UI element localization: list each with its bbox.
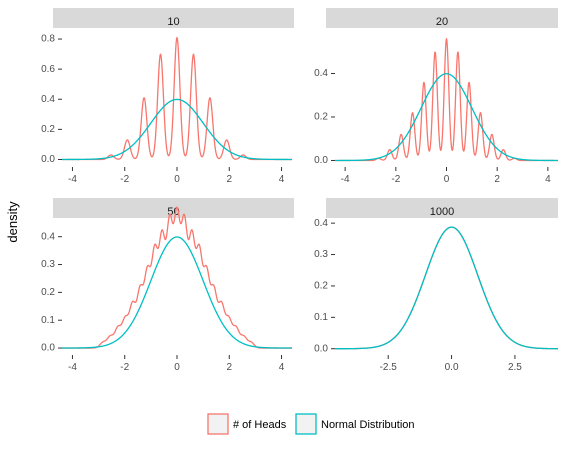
panel-10: 10 0.0 0.2 0.4 0.6 0.8 -4 -2 0 2 4	[41, 8, 294, 185]
panel-1000-ytick-label: 0.1	[314, 312, 328, 323]
panel-1000-title: 1000	[430, 206, 454, 218]
panel-20-strip	[326, 8, 558, 28]
panel-50-heads-line	[61, 206, 293, 349]
panel-10-heads-line	[61, 36, 293, 161]
panel-10-xtick-label: -4	[68, 174, 77, 185]
panel-20-title: 20	[436, 16, 448, 28]
legend-label-heads: # of Heads	[233, 419, 287, 431]
legend-label-normal: Normal Distribution	[321, 419, 415, 431]
panel-20-xtick-label: 0	[444, 174, 450, 185]
panel-20-ytick-label: 0.4	[314, 68, 328, 79]
panel-50-ytick-label: 0.4	[41, 231, 55, 242]
legend: # of Heads Normal Distribution	[207, 413, 415, 435]
panel-50-strip	[53, 198, 294, 218]
panel-50-ytick-label: 0.3	[41, 259, 55, 270]
panel-1000: 1000 0.0 0.1 0.2 0.3 0.4 -2.5 0.0 2.5	[314, 198, 559, 373]
panel-10-strip	[53, 8, 294, 28]
panel-20-normal-line	[334, 73, 559, 162]
panel-50-xtick-label: -4	[68, 362, 77, 373]
legend-key-heads	[207, 413, 229, 435]
panel-20-xtick-label: -4	[341, 174, 350, 185]
panel-10-ytick-label: 0.6	[41, 64, 55, 75]
panel-1000-strip	[326, 198, 558, 218]
panel-1000-normal-line	[334, 226, 559, 350]
panel-10-xtick-label: 2	[226, 174, 232, 185]
panel-50-xtick-label: 2	[226, 362, 232, 373]
panel-10-ytick-label: 0.8	[41, 34, 55, 45]
panel-10-xtick-label: 0	[174, 174, 180, 185]
panel-20-xtick-label: -2	[391, 174, 400, 185]
panel-10-ytick-label: 0.0	[41, 154, 55, 165]
panel-10-xtick-label: -2	[120, 174, 129, 185]
panel-20-xtick-label: 2	[494, 174, 500, 185]
panel-50-xtick-label: 4	[279, 362, 285, 373]
y-axis-title: density	[5, 201, 20, 243]
panel-1000-ytick-label: 0.2	[314, 281, 328, 292]
panel-10-ytick-label: 0.4	[41, 94, 55, 105]
panel-10-normal-line	[61, 98, 293, 161]
panel-1000-xtick-label: 2.5	[508, 362, 522, 373]
panel-20-ytick-label: 0.2	[314, 112, 328, 123]
panel-1000-heads-line	[334, 226, 559, 350]
panel-50-normal-line	[61, 236, 293, 349]
panel-1000-xtick-label: -2.5	[380, 362, 398, 373]
panel-1000-ytick-label: 0.3	[314, 249, 328, 260]
panel-1000-ytick-label: 0.0	[314, 343, 328, 354]
panel-10-title: 10	[167, 16, 179, 28]
panel-1000-ytick-label: 0.4	[314, 218, 328, 229]
panel-50-ytick-label: 0.1	[41, 315, 55, 326]
panel-50-ytick-label: 0.0	[41, 343, 55, 354]
panel-50-ytick-label: 0.2	[41, 287, 55, 298]
panel-20-heads-line	[334, 38, 559, 162]
panel-20-xtick-label: 4	[545, 174, 551, 185]
panel-20-ytick-label: 0.0	[314, 155, 328, 166]
panel-10-xtick-label: 4	[279, 174, 285, 185]
panel-50-xtick-label: -2	[120, 362, 129, 373]
panel-1000-xtick-label: 0.0	[445, 362, 459, 373]
panel-50-xtick-label: 0	[174, 362, 180, 373]
panel-10-ytick-label: 0.2	[41, 124, 55, 135]
legend-key-normal	[295, 413, 317, 435]
panel-50: 500.00.10.20.30.4-4 -2 0 2 4	[41, 198, 294, 373]
panel-20: 20 0.0 0.2 0.4 -4 -2 0 2 4	[314, 8, 559, 185]
